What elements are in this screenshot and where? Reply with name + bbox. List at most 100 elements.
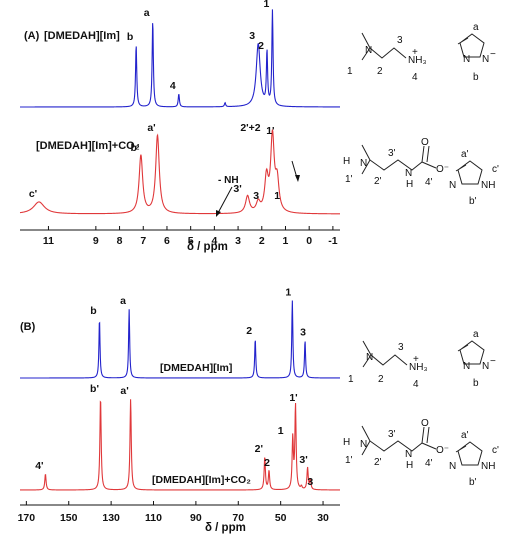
svg-text:b': b'	[469, 477, 477, 488]
svg-text:N: N	[463, 54, 470, 65]
svg-text:NH₃: NH₃	[408, 55, 427, 66]
svg-text:1: 1	[348, 374, 354, 385]
svg-text:O⁻: O⁻	[436, 164, 449, 175]
peak-label: 2	[246, 325, 252, 337]
amine-cation-structure-a: N NH₃ + 1 2 3 4	[347, 32, 427, 83]
panel-b-x-ticks: 170 150 130 110 90 70 50 30	[18, 501, 329, 524]
svg-text:3': 3'	[388, 429, 396, 440]
svg-text:2: 2	[378, 374, 384, 385]
peak-label: 1'	[289, 392, 297, 404]
x-tick-label: 3	[235, 235, 241, 247]
peak-label: 3	[300, 326, 306, 338]
svg-text:3: 3	[397, 35, 403, 46]
svg-text:H: H	[406, 179, 413, 190]
x-tick-label: 8	[117, 235, 123, 247]
x-tick-label: 130	[102, 512, 120, 524]
svg-text:N: N	[360, 158, 367, 169]
peak-label: b	[90, 305, 96, 317]
svg-text:H: H	[343, 156, 350, 167]
svg-text:N: N	[405, 449, 412, 460]
svg-text:4: 4	[412, 72, 418, 83]
svg-text:N: N	[360, 439, 367, 450]
svg-text:2': 2'	[374, 176, 382, 187]
svg-text:NH₃: NH₃	[409, 362, 428, 373]
x-tick-label: -1	[328, 235, 337, 247]
panel-a-2prime-arrowhead	[295, 175, 300, 182]
svg-text:a: a	[473, 22, 479, 33]
svg-text:a: a	[473, 329, 479, 340]
svg-text:N: N	[366, 352, 373, 363]
svg-text:b: b	[473, 72, 479, 83]
imidazolate-structure-b: N N − a b	[457, 329, 496, 389]
peak-label: b	[127, 31, 133, 43]
svg-text:N: N	[482, 54, 489, 65]
peak-label: 3	[249, 30, 255, 42]
x-tick-label: 90	[190, 512, 202, 524]
peak-label: 3'	[299, 454, 307, 466]
panel-b-series-1-trace	[20, 300, 340, 379]
panel-a-series-2-name: [DMEDAH][Im]+CO₂	[36, 140, 140, 152]
x-tick-label: 70	[232, 512, 244, 524]
x-tick-label: 0	[306, 235, 312, 247]
x-tick-label: 110	[145, 512, 162, 524]
svg-text:1': 1'	[345, 174, 353, 185]
svg-text:2': 2'	[374, 457, 382, 468]
svg-text:1': 1'	[345, 455, 353, 466]
panel-a-label: (A)	[24, 30, 40, 42]
peak-label: 1	[285, 286, 291, 298]
peak-label: b'	[130, 142, 139, 154]
peak-label: 3'	[233, 183, 241, 195]
panel-a-series-2-trace	[19, 129, 340, 215]
panel-a-series-1-trace	[20, 9, 340, 108]
svg-text:N: N	[365, 45, 372, 56]
x-tick-label: 4	[211, 235, 217, 247]
panel-a-nh-annotation: - NH	[218, 175, 239, 186]
x-tick-label: 11	[43, 235, 54, 247]
svg-text:H: H	[406, 460, 413, 471]
x-tick-label: 2	[259, 235, 265, 247]
peak-label: 2	[258, 40, 264, 52]
peak-label: a'	[120, 385, 128, 397]
panel-a-1h-spectra: (A) [DMEDAH][Im] [DMEDAH][Im]+CO₂ ba4321…	[19, 0, 340, 253]
peak-label: 1	[278, 425, 284, 437]
peak-label: b'	[90, 383, 99, 395]
peak-label: 3	[307, 476, 313, 488]
svg-text:NH: NH	[481, 461, 495, 472]
svg-text:O⁻: O⁻	[436, 445, 449, 456]
svg-text:N: N	[482, 361, 489, 372]
peak-label: 4	[170, 80, 176, 92]
x-tick-label: 50	[275, 512, 287, 524]
panel-b-x-axis-label: δ / ppm	[205, 522, 246, 534]
peak-label: 3	[253, 190, 259, 202]
svg-text:a': a'	[461, 149, 469, 160]
panel-b-series-2-trace	[20, 399, 340, 491]
svg-text:3': 3'	[388, 148, 396, 159]
svg-text:b': b'	[469, 196, 477, 207]
svg-text:b: b	[473, 378, 479, 389]
panel-a-nh-arrowhead	[216, 210, 221, 217]
x-tick-label: 150	[60, 512, 78, 524]
peak-label: 2	[264, 457, 270, 469]
svg-text:4': 4'	[425, 177, 433, 188]
svg-text:c': c'	[492, 445, 499, 456]
svg-text:N: N	[449, 180, 456, 191]
svg-text:O: O	[421, 137, 429, 148]
panel-a-nh-arrow	[217, 186, 233, 214]
panel-b-series-1-name: [DMEDAH][Im]	[160, 362, 232, 374]
x-tick-label: 6	[164, 235, 170, 247]
peak-label: 2'+2	[240, 122, 260, 134]
svg-text:c': c'	[492, 164, 499, 175]
panel-a-x-axis-label: δ / ppm	[187, 241, 228, 253]
svg-text:3: 3	[398, 342, 404, 353]
x-tick-label: 170	[18, 512, 36, 524]
svg-text:−: −	[490, 356, 496, 367]
svg-text:N: N	[405, 168, 412, 179]
peak-label: c'	[29, 188, 37, 200]
svg-text:H: H	[343, 437, 350, 448]
x-tick-label: 9	[93, 235, 99, 247]
panel-a-x-ticks: 11 9 8 7 6 5 4 3 2 1 0 -1	[43, 226, 338, 247]
svg-text:−: −	[490, 49, 496, 60]
